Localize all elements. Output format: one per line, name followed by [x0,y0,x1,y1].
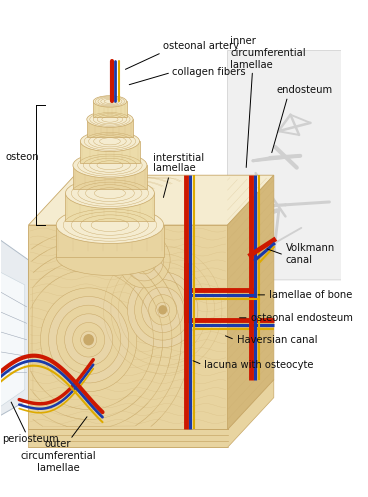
Polygon shape [80,141,139,163]
Polygon shape [28,225,227,429]
Ellipse shape [56,207,164,244]
Circle shape [49,297,129,383]
Ellipse shape [66,206,154,237]
Text: osteonal endosteum: osteonal endosteum [251,313,353,323]
Text: lamellae: lamellae [230,60,273,70]
Text: collagen fibers: collagen fibers [172,68,245,78]
Text: lamellae of bone: lamellae of bone [269,290,353,300]
Ellipse shape [73,153,147,178]
Text: Volkmann: Volkmann [286,243,335,253]
Ellipse shape [87,111,133,127]
Text: periosteum: periosteum [3,434,59,444]
Polygon shape [66,193,154,221]
Text: lacuna with osteocyte: lacuna with osteocyte [204,360,314,370]
Polygon shape [227,175,274,429]
Circle shape [128,272,198,348]
Polygon shape [0,235,28,419]
Circle shape [72,323,105,357]
Polygon shape [73,165,147,189]
Polygon shape [93,101,127,117]
Ellipse shape [93,112,127,123]
Ellipse shape [66,178,154,208]
Circle shape [84,335,93,345]
Polygon shape [227,51,342,280]
Text: lamellae: lamellae [153,163,196,173]
Circle shape [118,232,170,288]
Ellipse shape [87,129,133,145]
Circle shape [81,331,97,348]
Circle shape [131,246,157,274]
Text: outer: outer [45,439,71,449]
Polygon shape [56,225,164,257]
Text: interstitial: interstitial [153,153,205,163]
Text: canal: canal [286,255,313,265]
Ellipse shape [73,176,147,202]
Circle shape [156,302,170,318]
Circle shape [125,239,164,281]
Ellipse shape [93,95,127,107]
Circle shape [141,257,147,263]
Polygon shape [87,119,133,137]
Circle shape [135,279,191,340]
Text: circumferential: circumferential [20,451,96,461]
Polygon shape [0,270,25,410]
Text: endosteum: endosteum [277,85,333,95]
Text: osteonal artery: osteonal artery [163,41,239,51]
Circle shape [149,295,177,325]
Polygon shape [28,175,274,225]
Text: lamellae: lamellae [37,463,79,473]
Circle shape [142,287,184,332]
Circle shape [138,253,151,267]
Text: Haversian canal: Haversian canal [237,335,317,345]
Circle shape [64,314,113,366]
Circle shape [40,288,137,392]
Circle shape [57,305,121,374]
Ellipse shape [80,153,139,173]
Text: inner: inner [230,36,256,46]
Circle shape [159,306,166,314]
Text: osteon: osteon [5,152,39,162]
Polygon shape [28,380,274,447]
Ellipse shape [80,131,139,152]
Ellipse shape [56,239,164,275]
Text: circumferential: circumferential [230,48,306,58]
